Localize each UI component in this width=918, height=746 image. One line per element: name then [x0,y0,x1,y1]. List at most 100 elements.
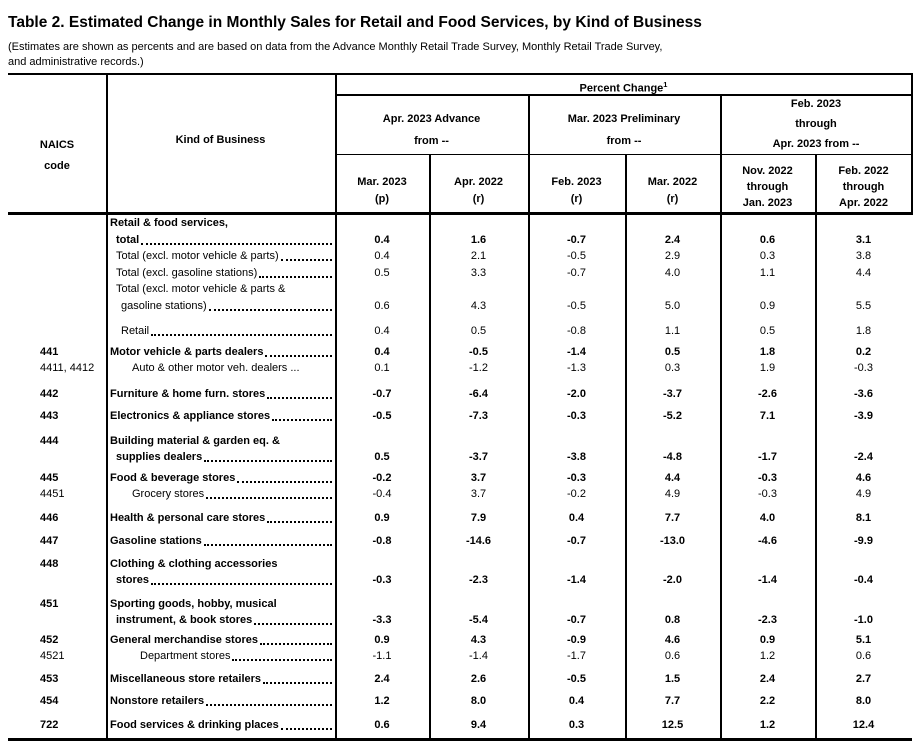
value-cell: 0.9 [759,299,776,312]
naics-code: 451 [40,597,59,610]
business-name-text: Grocery stores [132,488,205,500]
value-cell: -5.2 [663,410,682,422]
value-cell: -14.6 [465,535,492,547]
value-cell: 8.1 [855,511,872,524]
business-name-line: Total (excl. gasoline stations) [116,265,335,282]
dotted-leader [267,386,332,399]
vertical-grid-line [335,73,337,738]
value-cell: -0.7 [567,614,586,626]
group-header-line: Apr. 2023 Advance [382,113,481,125]
naics-code: 445 [40,471,59,484]
business-name-text: Food services & drinking places [110,718,279,731]
percent-change-label: Percent Change [579,82,664,95]
naics-code: 454 [40,695,59,707]
value-cell: -2.0 [567,387,586,400]
dotted-leader [267,510,332,523]
horizontal-grid-line [8,73,912,75]
value-cell: 1.5 [664,672,681,685]
value-cell: -0.4 [854,574,873,586]
value-cell: -0.5 [469,345,488,358]
value-cell: 4.9 [855,488,872,500]
business-name-line: Retail & food services, [110,215,335,232]
percent-change-footnote-marker: 1 [663,80,668,89]
value-cell: 1.8 [759,345,776,358]
value-cell: -0.9 [567,633,586,646]
subcolumn-header-line: through [746,181,789,193]
subcolumn-header-line: Feb. 2022 [838,165,889,177]
business-name-line: Electronics & appliance stores [110,408,335,425]
business-name-text: Total (excl. gasoline stations) [116,266,258,279]
naics-code: 4411, 4412 [40,362,95,374]
value-cell: 9.4 [470,718,487,731]
table-row: 4451 Grocery stores -0.4 3.7 -0.2 4.9 -0.3 4.9 [8,486,912,503]
subcolumn-header-line: Mar. 2022 [647,176,698,188]
subcolumn-header-line: (r) [570,193,583,205]
business-name: Food & beverage stores [106,470,335,487]
table-title: Table 2. Estimated Change in Monthly Sal… [8,14,702,31]
business-name: Gasoline stations [106,533,335,550]
value-cell: -4.8 [663,451,682,463]
value-cell: 3.7 [470,471,487,484]
business-name: Clothing & clothing accessories stores [106,556,335,589]
business-name-text: Sporting goods, hobby, musical [110,597,277,610]
group-header: Apr. 2023 Advance from -- [335,108,528,152]
business-name-text: supplies dealers [116,451,203,463]
value-cell: 0.3 [759,250,776,262]
value-cell: -4.6 [758,535,777,547]
value-cell: 4.0 [664,266,681,279]
subcolumn-header: Feb. 2022 through Apr. 2022 [815,163,912,211]
value-cell: 0.5 [759,325,776,337]
dotted-leader [265,344,332,357]
subcolumn-header: Mar. 2022 (r) [625,174,720,208]
value-cell: 2.9 [664,250,681,262]
value-cell: -0.5 [567,250,586,262]
table-row: 454 Nonstore retailers 1.2 8.0 0.4 7.7 2.2 8.0 [8,687,912,710]
subcolumn-header-line: Mar. 2023 [357,176,407,188]
column-header-naics: NAICS code [8,135,106,177]
value-cell: 0.9 [374,633,390,646]
subcolumn-header: Nov. 2022 through Jan. 2023 [720,163,815,211]
business-name: Electronics & appliance stores [106,408,335,425]
table-row: 441 Motor vehicle & parts dealers 0.4 -0.5 -… [8,340,912,361]
value-cell: -1.4 [758,574,777,586]
table-row: Total (excl. gasoline stations) 0.5 3.3 -0.… [8,265,912,282]
subcolumn-header: Apr. 2022 (r) [429,174,528,208]
business-name-line: Motor vehicle & parts dealers [110,344,335,361]
value-cell: -2.4 [854,451,873,463]
value-cell: -7.3 [469,410,488,422]
table-row: 722 Food services & drinking places 0.6 9.4… [8,710,912,734]
table-body: Retail & food services, total 0.4 1.6 -0.7 2.… [8,215,912,733]
group-header-line: Apr. 2023 from -- [772,138,860,150]
value-cell: 2.2 [759,695,776,707]
dotted-leader [151,323,332,336]
value-cell: -0.8 [567,325,586,337]
value-cell: 1.8 [855,325,872,337]
value-cell: -1.4 [469,650,488,662]
value-cell: 0.9 [759,633,776,646]
business-name-line: instrument, & book stores [116,612,335,629]
table-row: Total (excl. motor vehicle & parts) 0.4 2.… [8,248,912,265]
table-subtitle-line1: (Estimates are shown as percents and are… [8,41,663,53]
value-cell: -0.4 [372,488,392,500]
value-cell: 7.1 [759,410,776,422]
value-cell: 5.0 [664,299,681,312]
business-name-line: Grocery stores [132,486,335,503]
value-cell: -0.3 [567,471,586,484]
value-cell: 7.7 [664,511,681,524]
business-name-line: Total (excl. motor vehicle & parts) [116,248,335,265]
business-name-line: Food & beverage stores [110,470,335,487]
business-name-line: Gasoline stations [110,533,335,550]
business-name: Food services & drinking places [106,717,335,734]
business-name-line: General merchandise stores [110,632,335,649]
business-name: Sporting goods, hobby, musical instrument… [106,596,335,629]
naics-code: 441 [40,345,59,358]
value-cell: -0.2 [567,488,586,500]
business-name: Furniture & home furn. stores [106,386,335,403]
value-cell: -0.7 [567,266,586,279]
value-cell: -2.6 [758,387,777,400]
group-header-line: from -- [414,135,449,147]
value-cell: 1.6 [470,233,487,246]
business-name-text: Retail & food services, [110,217,228,229]
value-cell: 2.1 [470,250,487,262]
value-cell: 8.0 [855,695,872,707]
